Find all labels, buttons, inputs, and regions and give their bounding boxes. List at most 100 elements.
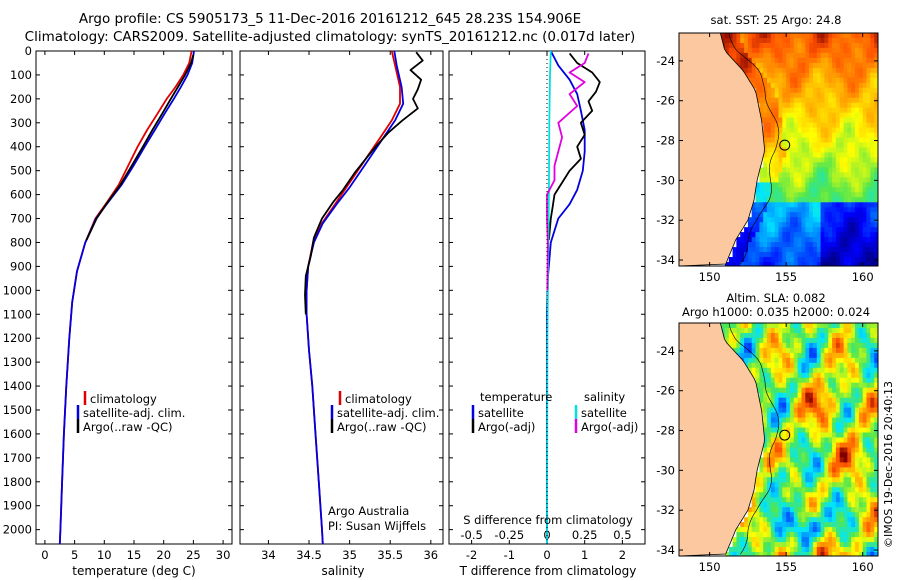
map-cell [782,132,787,139]
map-cell [851,502,856,508]
map-cell [843,323,849,329]
map-cell [763,392,768,399]
map-cell [797,252,803,258]
map-cell [790,242,795,248]
map-cell [847,38,852,44]
map-cell [816,172,822,178]
map-cell [855,172,860,178]
map-cell [809,117,814,124]
map-cell [866,542,871,548]
map-cell [767,412,772,419]
map-cell [809,182,814,188]
map-cell [790,362,795,369]
map-cell [862,333,868,339]
map-cell [835,367,841,374]
map-cell [770,142,776,149]
map-cell [801,217,806,223]
map-cell [744,47,749,54]
map-cell [793,357,799,364]
map-cell [866,427,871,434]
map-cell [778,62,783,69]
map-cell [816,502,822,508]
map-cell [862,462,868,468]
map-cell [751,337,757,344]
map-cell [763,33,768,39]
map-cell [805,337,810,344]
map-cell [770,62,776,69]
map-cell [870,217,875,223]
map-cell [835,242,841,248]
map-cell [774,337,780,344]
map-cell [721,33,726,39]
map-cell [755,247,760,253]
map-cell [805,142,810,149]
map-cell [839,342,845,349]
map-cell [828,427,833,434]
map-cell [858,72,864,79]
map-cell [824,522,829,528]
map-cell [790,47,795,54]
map-cell [797,542,803,548]
map-cell [812,402,818,409]
map-cell [812,62,818,69]
map-cell [847,212,852,218]
map-cell [763,397,768,404]
map-cell [767,217,772,223]
map-cell [816,102,822,109]
map-cell [770,162,776,168]
map-cell [793,477,799,483]
map-cell [874,522,878,528]
map-cell [774,487,780,493]
map-cell [812,492,818,498]
map-cell [763,372,768,379]
map-cell [874,407,878,414]
map-cell [870,362,875,369]
map-cell [782,57,787,64]
map-cell [839,502,845,508]
map-cell [751,542,757,548]
map-cell [862,517,868,523]
map-cell [801,457,806,463]
map-cell [832,137,837,144]
map-cell [835,467,841,473]
map-cell [774,152,780,159]
map-cell [763,367,768,374]
map-cell [767,237,772,243]
map-cell [812,357,818,364]
map-cell [835,172,841,178]
map-cell [767,337,772,344]
map-cell [839,237,845,243]
map-cell [839,417,845,424]
map-cell [839,352,845,359]
map-cell [790,77,795,84]
map-cell [874,333,878,339]
map-cell [782,217,787,223]
map-cell [805,232,810,238]
map-cell [805,412,810,419]
map-cell [828,407,833,414]
map-cell [774,202,780,208]
map-cell [855,507,860,513]
map-cell [747,522,753,528]
map-cell [843,357,849,364]
map-cell [816,517,822,523]
map-cell [851,202,856,208]
map-cell [855,382,860,389]
map-cell [847,527,852,533]
map-cell [770,357,776,364]
map-cell [839,482,845,488]
map-cell [851,197,856,203]
map-cell [755,502,760,508]
map-cell [835,333,841,339]
map-cell [782,107,787,114]
pi-note: PI: Susan Wijffels [328,519,426,533]
map-cell [793,482,799,488]
map-cell [843,177,849,183]
map-cell [724,47,730,54]
map-cell [828,192,833,198]
map-cell [770,97,776,104]
map-cell [858,397,864,404]
map-cell [770,328,776,334]
map-cell [866,62,871,69]
map-cell [790,472,795,478]
